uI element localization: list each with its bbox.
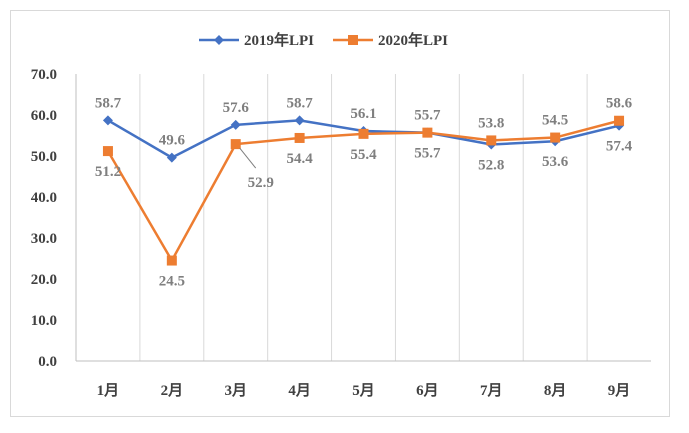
legend-label-2020: 2020年LPI: [378, 31, 448, 49]
chart-area: 2019年LPI 2020年LPI 0.0 10.0 20.0 30.0 40.0 50.…: [10, 10, 670, 417]
x-tick-label: 4月: [288, 382, 311, 399]
y-tick-label: 0.0: [38, 354, 57, 370]
data-label-2019: 57.4: [606, 139, 633, 155]
legend: 2019年LPI 2020年LPI: [199, 31, 448, 49]
data-point-2020: [422, 127, 433, 138]
data-point-2020: [614, 115, 625, 126]
data-label-2019: 52.8: [478, 158, 504, 174]
data-point-2020: [230, 139, 241, 150]
x-tick-label: 5月: [352, 382, 375, 399]
data-label-2019: 56.1: [350, 106, 376, 122]
x-tick-label: 6月: [416, 382, 439, 399]
legend-label-2019: 2019年LPI: [244, 31, 314, 49]
y-tick-label: 40.0: [31, 190, 57, 206]
leader-line: [239, 147, 257, 169]
data-label-2019: 53.6: [542, 154, 569, 170]
y-tick-label: 50.0: [31, 149, 57, 165]
data-label-2020: 58.6: [606, 96, 633, 112]
legend-marker-2020: [348, 35, 358, 45]
data-point-2019: [166, 152, 177, 163]
data-point-2019: [230, 119, 241, 130]
x-tick-label: 2月: [161, 382, 184, 399]
data-label-2020: 55.7: [414, 146, 441, 162]
data-label-2020: 52.9: [248, 175, 274, 191]
data-labels: 58.7 49.6 57.6 58.7 56.1 55.7 52.8 53.6 57.4 51.2…: [95, 95, 633, 289]
data-label-2020: 54.4: [286, 151, 313, 167]
data-label-2020: 53.8: [478, 115, 504, 131]
series-layer: [102, 115, 625, 266]
x-tick-label: 3月: [224, 382, 247, 399]
axes: 0.0 10.0 20.0 30.0 40.0 50.0 60.0 70.0 1月 2月 3月 4月 5…: [31, 67, 651, 399]
x-tick-label: 1月: [97, 382, 120, 399]
data-point-2019: [294, 115, 305, 126]
data-label-2019: 58.7: [286, 95, 313, 111]
y-tick-label: 10.0: [31, 313, 57, 329]
data-label-2019: 49.6: [159, 133, 186, 149]
line-chart: 2019年LPI 2020年LPI 0.0 10.0 20.0 30.0 40.0 50.…: [31, 31, 651, 399]
data-label-2020: 24.5: [159, 274, 185, 290]
y-tick-label: 70.0: [31, 67, 57, 83]
x-tick-label: 7月: [480, 382, 503, 399]
data-label-2019: 57.6: [223, 100, 250, 116]
y-tick-label: 20.0: [31, 272, 57, 288]
data-label-2019: 55.7: [414, 108, 441, 124]
x-tick-label: 8月: [544, 382, 567, 399]
data-point-2020: [102, 146, 113, 157]
y-tick-label: 60.0: [31, 108, 57, 124]
data-label-2020: 54.5: [542, 113, 568, 129]
data-point-2020: [550, 132, 561, 143]
data-point-2020: [294, 132, 305, 143]
y-tick-label: 30.0: [31, 231, 57, 247]
data-label-2020: 51.2: [95, 164, 121, 180]
data-point-2020: [486, 135, 497, 146]
data-point-2020: [166, 255, 177, 266]
data-label-2019: 58.7: [95, 95, 122, 111]
data-point-2020: [358, 128, 369, 139]
data-label-2020: 55.4: [350, 147, 377, 163]
data-point-2019: [102, 115, 113, 126]
legend-marker-2019: [214, 35, 224, 45]
x-tick-label: 9月: [608, 382, 631, 399]
